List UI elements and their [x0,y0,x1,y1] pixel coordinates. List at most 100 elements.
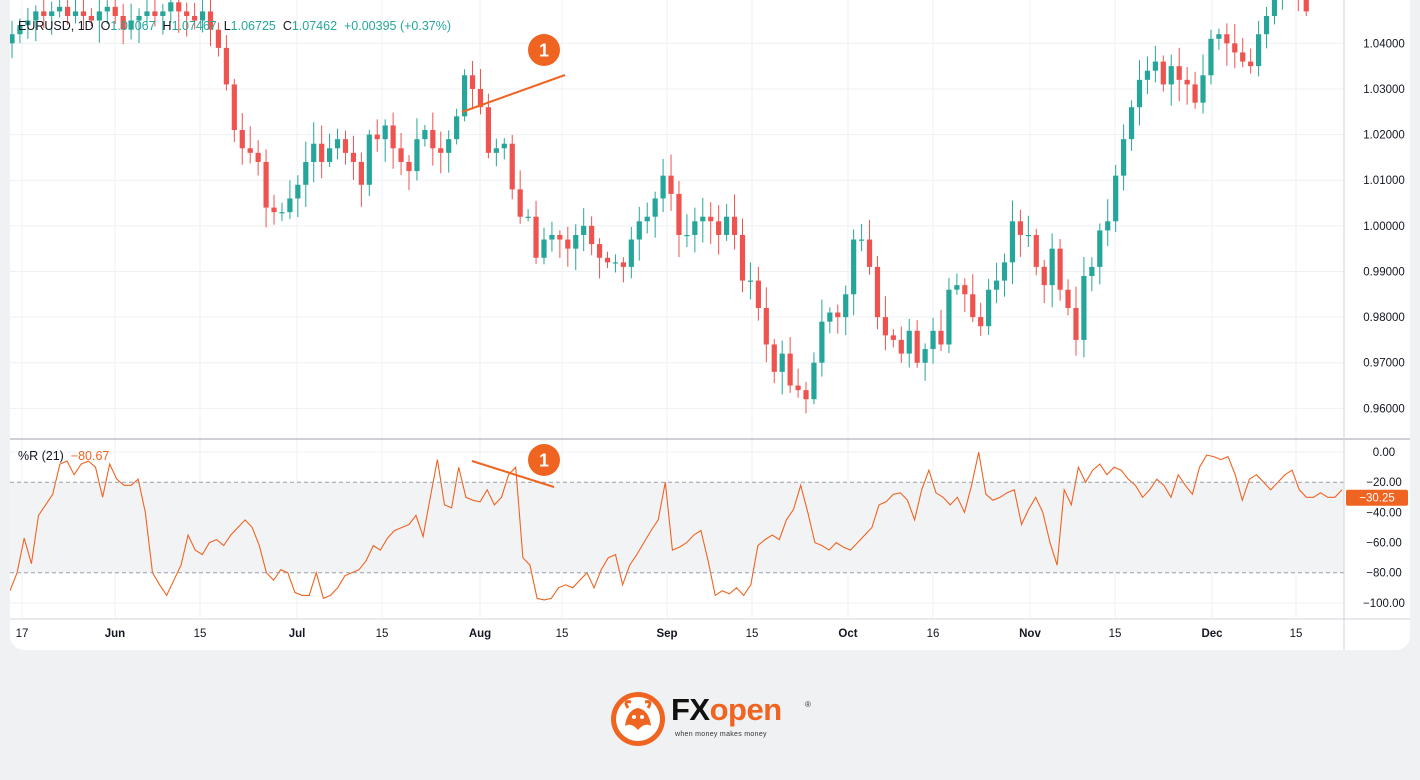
candle-body [1001,262,1008,281]
candle-body [10,34,15,44]
x-tick-label: 15 [1290,628,1303,640]
candle-body [128,20,134,30]
osc-last-value-badge [1346,489,1408,506]
x-tick-label: 15 [556,628,569,640]
candle-body [581,225,587,235]
candle-body [469,75,476,89]
candle-body [660,175,666,199]
candle-body [382,125,388,140]
candle-body [1200,75,1206,103]
candle-body [684,234,690,237]
candle-body [517,189,523,217]
candle-body [509,143,515,190]
candle-body [1097,230,1103,267]
logo-wordmark: FXopen [671,692,782,728]
osc-tick-label: −20.00 [1366,477,1402,489]
candle-body [604,257,611,263]
candle-body [993,280,1000,290]
candle-body [858,239,865,241]
candle-body [303,161,309,185]
candle-body [843,294,849,318]
price-tick-label: 0.96000 [1363,403,1405,415]
candles [10,0,1309,414]
price-tick-label: 0.97000 [1363,358,1405,370]
x-tick-label: 15 [746,628,759,640]
candle-body [819,321,825,363]
candle-body [708,216,714,222]
candle-body [612,262,619,264]
candle-body [787,353,793,386]
candle-body [1271,0,1278,16]
candle-body [589,225,595,245]
candle-body [620,262,626,267]
candle-body [1025,234,1031,237]
chart-canvas[interactable]: 11 −30.25 17 Jun 15 Jul 15 Aug 15 Sep 15 Oct 16 Nov… [10,0,1410,650]
candle-body [215,29,222,48]
x-tick-label: Dec [1201,628,1223,640]
candle-body [72,11,79,16]
candle-body [747,280,754,282]
candle-body [414,139,420,172]
candle-body [1009,221,1016,263]
candle-body [33,11,39,21]
candle-body [1033,234,1039,267]
logo-tagline: when money makes money [675,731,767,738]
x-tick-label: 17 [16,628,29,640]
candle-body [144,11,150,16]
annotation-marker [528,444,560,476]
candle-body [287,198,293,213]
indicator-name: %R (21) [18,449,64,463]
x-tick-label: Jun [105,628,125,640]
tick-labels: 17 Jun 15 Jul 15 Aug 15 Sep 15 Oct 16 Nov 15 Dec 15 1.0… [16,38,1405,640]
candle-body [628,239,634,267]
williams-r-series [10,451,1343,601]
candle-body [176,2,182,12]
candle-body [88,15,95,21]
candle-body [930,330,936,350]
candle-body [446,139,452,153]
candle-body [239,130,245,149]
candle-body [120,15,126,30]
candle-body [327,148,333,162]
x-tick-label: Sep [656,628,677,640]
candle-body [160,11,166,16]
candle-body [17,25,23,35]
candle-body [1057,248,1063,290]
candle-body [1168,66,1174,85]
candle-body [938,330,944,345]
candle-body [1081,276,1087,340]
indicator-trendline [471,460,555,488]
osc-tick-label: −40.00 [1366,507,1402,519]
candle-body [1248,61,1254,67]
x-tick-label: 15 [194,628,207,640]
candle-body [1224,34,1230,44]
candle-body [1263,15,1270,35]
candle-body [636,221,642,240]
candle-body [716,221,722,235]
osc-tick-label: 0.00 [1373,447,1395,459]
candle-body [906,330,912,354]
price-tick-label: 1.00000 [1363,221,1405,233]
candle-body [1216,34,1222,39]
candle-body [255,152,261,162]
osc-tick-label: −60.00 [1366,538,1402,550]
candle-body [49,11,55,16]
x-tick-label: Jul [289,628,306,640]
indicator-legend: %R (21) −80.67 [18,449,109,463]
logo-name-fx: FX [671,692,710,727]
candle-body [573,234,579,249]
candle-body [80,11,87,16]
candle-body [533,216,539,258]
candle-body [192,15,198,21]
x-tick-label: 15 [376,628,389,640]
price-tick-label: 1.01000 [1363,175,1405,187]
candle-body [978,317,984,327]
candle-body [541,239,547,258]
candle-body [1240,52,1246,62]
price-trendline [461,74,566,113]
candle-body [184,11,190,16]
candle-body [438,148,444,153]
price-tick-label: 1.03000 [1363,84,1405,96]
candle-body [231,84,237,131]
candle-body [882,317,889,336]
